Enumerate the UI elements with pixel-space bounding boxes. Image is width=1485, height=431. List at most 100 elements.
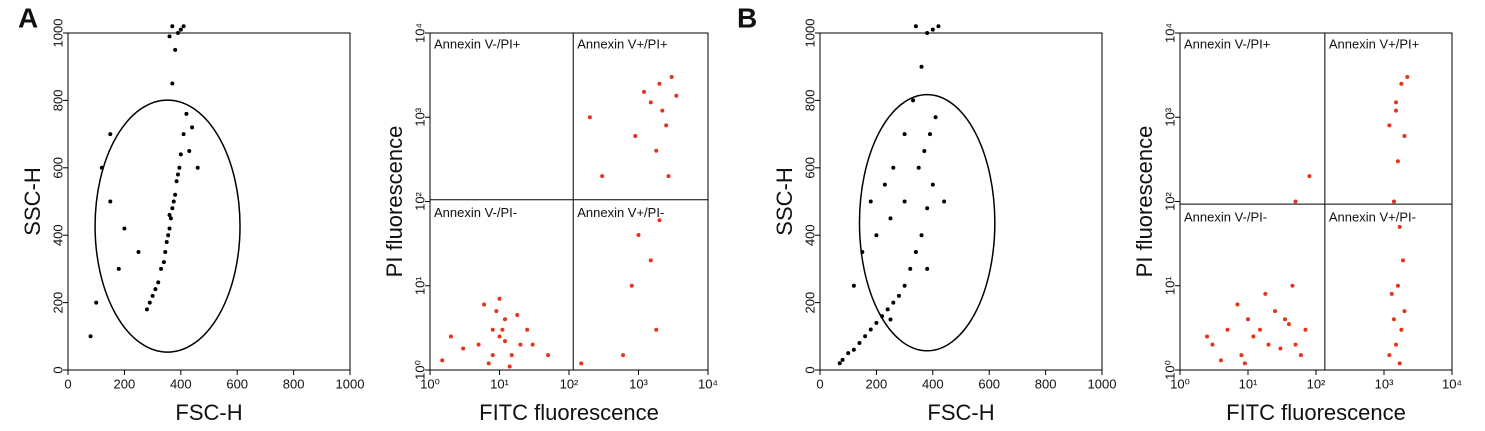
data-point — [108, 132, 113, 137]
data-point — [664, 123, 669, 128]
data-point — [1393, 342, 1398, 347]
x-tick-label: 600 — [978, 376, 1000, 391]
data-point — [161, 260, 166, 265]
panel-label: B — [737, 2, 757, 33]
data-point — [936, 24, 941, 29]
x-tick-label: 10¹ — [490, 376, 509, 391]
data-point — [587, 115, 592, 120]
x-tick-label: 800 — [1035, 376, 1057, 391]
data-point — [1395, 159, 1400, 164]
data-point — [1205, 334, 1210, 339]
x-tick-label: 200 — [866, 376, 888, 391]
plot-frame — [429, 32, 709, 371]
data-point — [1405, 75, 1410, 80]
data-point — [1251, 334, 1256, 339]
data-point — [1235, 302, 1240, 307]
quadrant-label: Annexin V+/PI+ — [577, 36, 667, 51]
data-point — [888, 216, 893, 221]
x-tick-label: 1000 — [336, 376, 365, 391]
data-point — [851, 347, 856, 352]
data-point — [1307, 174, 1312, 179]
data-point — [167, 226, 172, 231]
data-point — [648, 258, 653, 263]
data-point — [181, 24, 186, 29]
data-point — [933, 115, 938, 120]
data-point — [837, 361, 842, 366]
data-point — [902, 283, 907, 288]
y-axis-label: PI fluorescence — [382, 126, 407, 278]
data-point — [190, 125, 195, 130]
data-point — [919, 64, 924, 69]
y-tick-label: 10¹ — [1162, 276, 1177, 295]
data-point — [515, 312, 520, 317]
plot-frame — [67, 32, 351, 371]
x-tick-label: 10⁴ — [698, 376, 718, 391]
quadrant-label: Annexin V-/PI- — [1184, 210, 1267, 225]
data-point — [927, 132, 932, 137]
data-point — [1246, 317, 1250, 322]
data-point — [187, 148, 192, 153]
y-tick-label: 0 — [802, 366, 817, 373]
y-axis-label: SSC-H — [20, 167, 45, 235]
data-point — [166, 233, 171, 238]
data-point — [1225, 327, 1230, 332]
data-point — [509, 353, 514, 358]
quadrant-label: Annexin V+/PI+ — [1329, 36, 1419, 51]
y-tick-label: 600 — [50, 157, 65, 179]
data-point — [518, 342, 523, 347]
y-tick-label: 800 — [50, 90, 65, 112]
quadrant-label: Annexin V+/PI- — [1329, 210, 1416, 225]
data-point — [546, 353, 551, 358]
data-point — [579, 361, 584, 366]
data-point — [507, 364, 512, 369]
y-tick-label: 1000 — [802, 19, 817, 48]
data-point — [500, 327, 505, 332]
data-point — [490, 353, 495, 358]
data-point — [147, 300, 152, 305]
y-tick-label: 200 — [50, 292, 65, 314]
data-point — [181, 132, 186, 137]
data-point — [122, 226, 127, 231]
data-point — [503, 317, 508, 322]
data-point — [942, 199, 947, 204]
y-tick-label: 1000 — [50, 19, 65, 48]
panel-label: A — [18, 2, 38, 33]
data-point — [1389, 291, 1394, 296]
data-point — [530, 342, 535, 347]
y-tick-label: 10² — [1162, 191, 1177, 210]
data-point — [1282, 317, 1287, 322]
data-point — [116, 266, 121, 271]
y-tick-label: 10³ — [1162, 107, 1177, 126]
data-point — [621, 353, 626, 358]
y-tick-label: 10¹ — [412, 276, 427, 295]
quadrant-label: Annexin V-/PI- — [434, 205, 517, 220]
data-point — [1286, 322, 1291, 327]
y-tick-label: 400 — [802, 224, 817, 246]
data-point — [648, 100, 653, 105]
data-point — [167, 34, 172, 39]
plot-frame — [819, 32, 1103, 371]
data-point — [1293, 199, 1298, 204]
data-point — [891, 165, 896, 170]
data-point — [497, 334, 502, 339]
data-point — [184, 111, 189, 116]
y-tick-label: 10⁰ — [1162, 360, 1177, 380]
y-tick-label: 800 — [802, 90, 817, 112]
data-point — [1399, 81, 1404, 86]
data-point — [1399, 327, 1404, 332]
gate — [858, 93, 996, 352]
data-point — [159, 266, 164, 271]
data-point — [868, 327, 873, 332]
data-point — [654, 148, 659, 153]
y-tick-label: 10⁴ — [1162, 23, 1177, 43]
data-point — [1257, 327, 1262, 332]
data-point — [633, 133, 638, 138]
x-tick-label: 10² — [560, 376, 579, 391]
data-point — [1400, 258, 1405, 263]
data-point — [916, 165, 921, 170]
x-tick-label: 1000 — [1088, 376, 1117, 391]
data-point — [177, 165, 182, 170]
data-point — [911, 98, 916, 103]
y-tick-label: 10² — [412, 191, 427, 210]
